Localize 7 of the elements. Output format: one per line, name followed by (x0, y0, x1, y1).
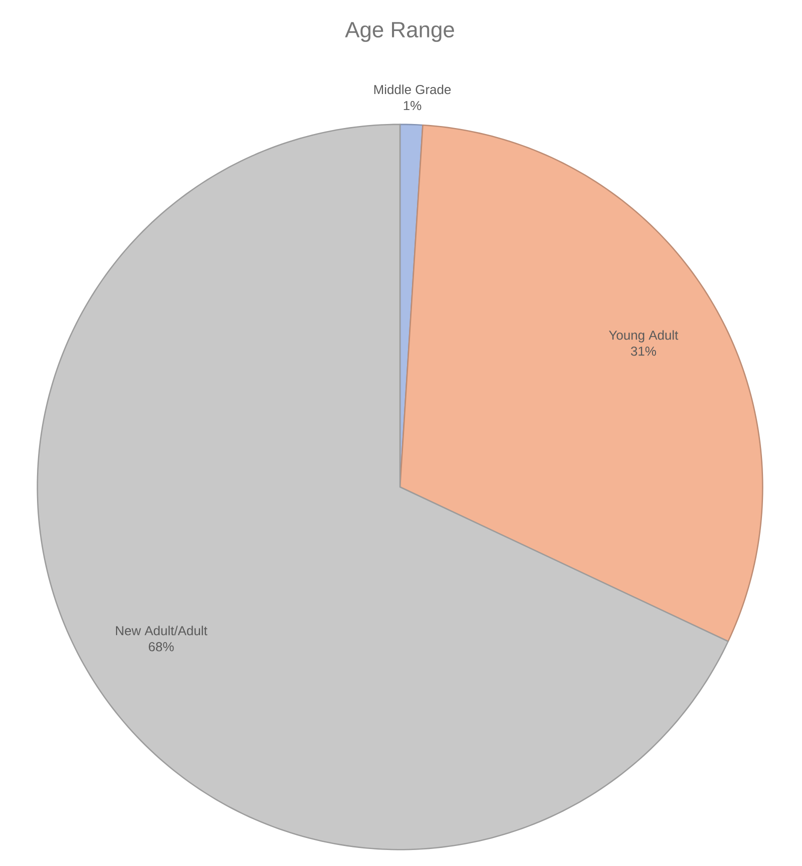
data-label: 31% (630, 346, 656, 356)
slice-label: Middle Grade (374, 84, 451, 94)
slice-label: Young Adult (608, 330, 678, 342)
chart-title: Age Range (345, 22, 454, 42)
slice-label: New Adult/Adult (116, 626, 208, 636)
data-label: 68% (148, 642, 174, 652)
data-label: 1% (404, 101, 422, 110)
